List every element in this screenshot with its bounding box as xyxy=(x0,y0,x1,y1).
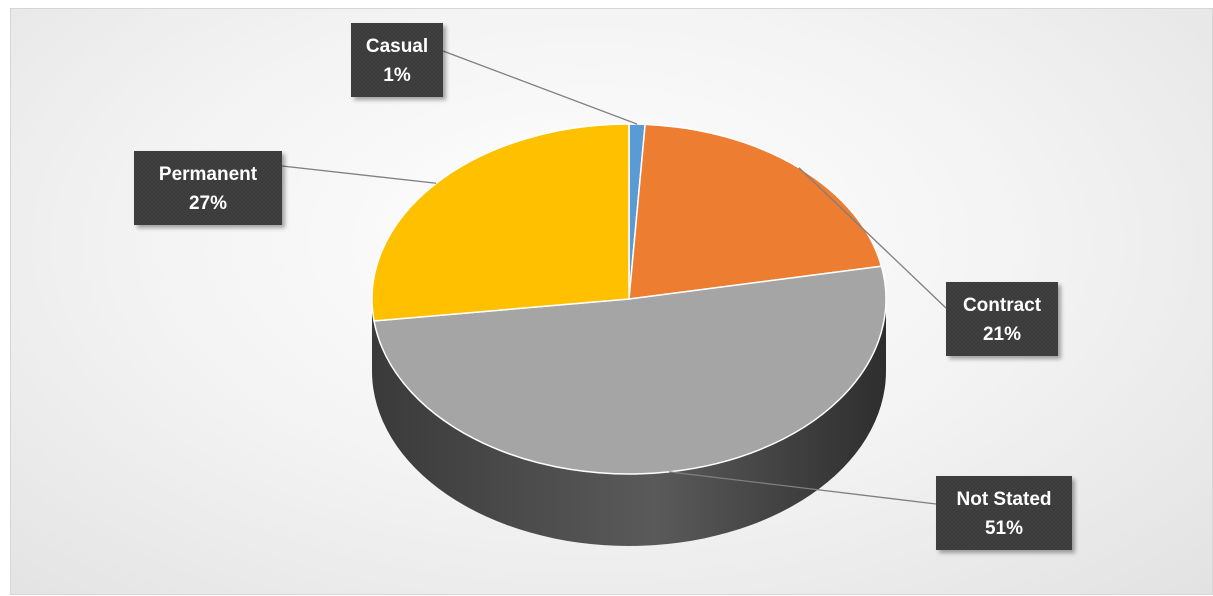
data-label-contract: Contract 21% xyxy=(946,282,1058,356)
data-label-category: Casual xyxy=(366,36,428,57)
leader-line-not-stated xyxy=(669,471,937,505)
leader-line-contract xyxy=(798,167,947,309)
data-label-box xyxy=(351,23,443,97)
chart-area: Casual 1% Contract 21% Not Stated 51% Permanen… xyxy=(10,8,1213,595)
pie-slices xyxy=(371,123,887,475)
pie-side xyxy=(372,299,886,546)
pie-slice-contract xyxy=(628,123,883,300)
leader-line-casual xyxy=(442,50,638,125)
data-label-not-stated: Not Stated 51% xyxy=(936,476,1072,550)
data-label-percent: 27% xyxy=(189,193,227,214)
data-label-box xyxy=(946,282,1058,356)
pie-chart: Casual 1% Contract 21% Not Stated 51% Permanen… xyxy=(134,23,1072,550)
data-label-box xyxy=(134,151,282,225)
data-label-permanent: Permanent 27% xyxy=(134,151,282,225)
data-label-percent: 21% xyxy=(983,324,1021,345)
pie-slice-permanent xyxy=(371,123,630,322)
data-label-casual: Casual 1% xyxy=(351,23,443,97)
pie-leaders xyxy=(281,50,947,505)
data-label-category: Permanent xyxy=(159,164,258,185)
data-label-percent: 51% xyxy=(985,518,1023,539)
data-label-category: Contract xyxy=(963,295,1042,316)
data-label-box xyxy=(936,476,1072,550)
leader-line-permanent xyxy=(281,165,437,184)
pie-labels: Casual 1% Contract 21% Not Stated 51% Permanen… xyxy=(134,23,1072,550)
pie-side-wall xyxy=(372,299,886,546)
data-label-category: Not Stated xyxy=(957,489,1052,510)
data-label-percent: 1% xyxy=(383,65,411,86)
